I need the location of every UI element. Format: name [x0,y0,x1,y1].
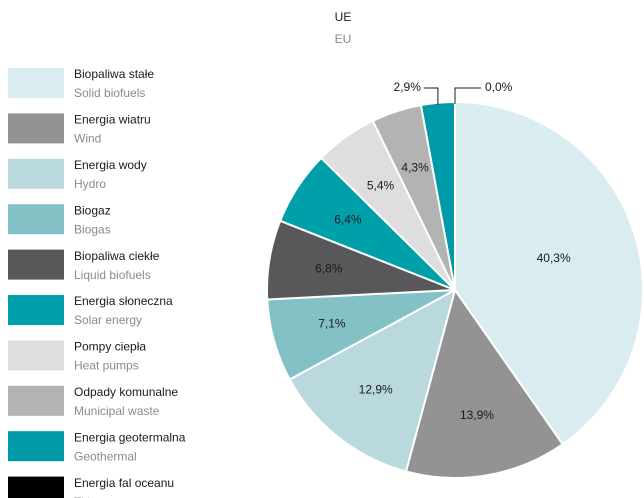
data-label: 4,3% [401,161,429,175]
legend-label: Energia fal oceanu [74,476,174,490]
data-label: 0,0% [485,80,513,94]
legend-swatch [8,295,64,325]
legend-label: Biopaliwa stałe [74,67,154,81]
chart-title: UE [335,10,352,24]
legend-label-en: Wind [74,132,101,146]
pie-slice [454,100,644,446]
legend-swatch [8,158,64,189]
legend-label-en: Tide, wave, ocean [74,495,171,498]
legend-swatch [8,204,64,235]
legend-label-en: Hydro [74,177,106,191]
data-label: 40,3% [537,251,571,265]
data-label: 2,9% [394,80,422,94]
data-label: 5,4% [367,178,395,192]
data-label: 7,1% [318,317,346,331]
leader-line [454,87,481,104]
pie-slice [404,287,565,479]
data-label: 13,9% [460,408,494,422]
legend-label-en: Liquid biofuels [74,268,151,282]
legend-label-en: Heat pumps [74,359,139,373]
legend-label: Pompy ciepła [74,340,146,354]
legend-swatch [8,476,64,498]
legend-label: Biopaliwa ciekłe [74,249,160,263]
legend-label-en: Solar energy [74,313,142,327]
legend-label: Energia słoneczna [74,294,173,308]
legend-swatch [8,385,64,416]
legend-swatch [8,68,64,98]
data-label: 12,9% [359,382,393,396]
legend-swatch [8,431,64,462]
legend-label: Energia wiatru [74,113,151,127]
legend-label-en: Geothermal [74,449,137,463]
legend-label-en: Municipal waste [74,404,160,418]
chart-subtitle: EU [335,32,352,46]
data-label: 6,4% [334,212,362,226]
legend-label: Energia wody [74,158,147,172]
data-label: 6,8% [315,261,343,275]
leader-line [423,87,439,105]
legend-swatch [8,340,64,371]
legend-swatch [8,249,64,280]
legend-label: Odpady komunalne [74,385,178,399]
legend-label: Energia geotermalna [74,430,186,444]
pie-slice [288,288,457,473]
legend-label-en: Solid biofuels [74,86,145,100]
legend-label-en: Biogas [74,222,111,236]
legend-label: Biogaz [74,203,111,217]
legend-swatch [8,113,64,144]
